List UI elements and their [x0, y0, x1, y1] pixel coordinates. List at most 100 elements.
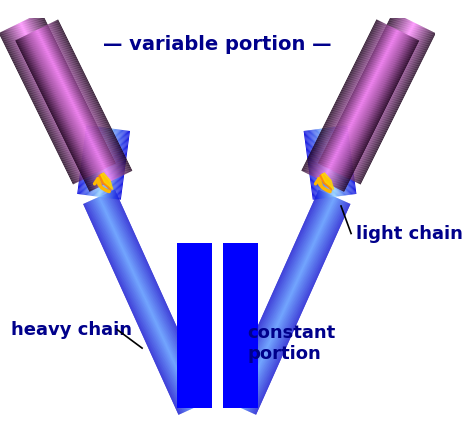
- Polygon shape: [309, 23, 385, 175]
- Polygon shape: [336, 37, 412, 188]
- Polygon shape: [342, 24, 418, 176]
- Polygon shape: [245, 199, 339, 410]
- Polygon shape: [12, 26, 87, 178]
- Polygon shape: [15, 25, 90, 177]
- Polygon shape: [91, 201, 186, 411]
- Polygon shape: [107, 193, 203, 404]
- Polygon shape: [318, 129, 328, 198]
- Polygon shape: [20, 22, 95, 174]
- Polygon shape: [330, 128, 340, 196]
- Polygon shape: [46, 25, 121, 177]
- Polygon shape: [107, 193, 202, 404]
- Polygon shape: [346, 125, 356, 194]
- Polygon shape: [330, 18, 406, 170]
- Polygon shape: [19, 38, 94, 190]
- Polygon shape: [89, 201, 184, 412]
- Polygon shape: [239, 196, 334, 408]
- Polygon shape: [78, 125, 88, 194]
- Polygon shape: [311, 130, 321, 199]
- Polygon shape: [310, 130, 320, 199]
- Polygon shape: [96, 198, 191, 409]
- Polygon shape: [320, 128, 330, 197]
- Polygon shape: [109, 192, 205, 403]
- Polygon shape: [35, 30, 110, 182]
- Polygon shape: [224, 190, 319, 401]
- Polygon shape: [120, 131, 130, 200]
- Polygon shape: [25, 35, 100, 187]
- Polygon shape: [316, 26, 392, 178]
- Polygon shape: [331, 19, 407, 171]
- Polygon shape: [106, 129, 116, 198]
- Polygon shape: [245, 199, 340, 410]
- Polygon shape: [45, 26, 119, 178]
- Polygon shape: [313, 25, 389, 177]
- Polygon shape: [94, 199, 190, 410]
- Polygon shape: [326, 32, 402, 184]
- Polygon shape: [228, 191, 322, 402]
- Polygon shape: [26, 20, 101, 171]
- Polygon shape: [33, 16, 108, 168]
- Polygon shape: [334, 20, 410, 172]
- Polygon shape: [254, 203, 349, 414]
- Polygon shape: [333, 20, 409, 171]
- Polygon shape: [322, 128, 332, 197]
- Polygon shape: [9, 28, 84, 180]
- Polygon shape: [306, 131, 316, 199]
- Polygon shape: [337, 22, 413, 173]
- Polygon shape: [92, 200, 188, 411]
- Polygon shape: [41, 12, 116, 164]
- Polygon shape: [27, 34, 102, 186]
- Polygon shape: [104, 194, 200, 405]
- Polygon shape: [340, 39, 416, 191]
- Polygon shape: [22, 22, 97, 173]
- Polygon shape: [39, 13, 114, 165]
- Polygon shape: [6, 30, 81, 181]
- Polygon shape: [53, 22, 128, 173]
- Polygon shape: [79, 125, 89, 194]
- Polygon shape: [334, 36, 410, 187]
- Polygon shape: [110, 191, 206, 403]
- Polygon shape: [319, 129, 328, 198]
- Polygon shape: [315, 26, 391, 178]
- Polygon shape: [319, 13, 395, 164]
- Polygon shape: [350, 28, 426, 180]
- Polygon shape: [84, 204, 180, 414]
- Polygon shape: [342, 39, 418, 191]
- Polygon shape: [101, 195, 198, 407]
- Polygon shape: [107, 129, 117, 198]
- Polygon shape: [51, 23, 126, 174]
- Polygon shape: [346, 26, 422, 178]
- Polygon shape: [36, 14, 111, 166]
- Polygon shape: [96, 128, 107, 197]
- Polygon shape: [346, 125, 356, 194]
- Polygon shape: [57, 20, 132, 171]
- Polygon shape: [25, 36, 100, 187]
- Polygon shape: [82, 126, 92, 195]
- Polygon shape: [100, 196, 196, 407]
- Polygon shape: [326, 31, 401, 183]
- Polygon shape: [343, 40, 419, 192]
- Polygon shape: [117, 130, 127, 199]
- Polygon shape: [100, 128, 110, 197]
- Polygon shape: [328, 17, 404, 169]
- Polygon shape: [228, 192, 323, 403]
- Polygon shape: [248, 201, 343, 411]
- Polygon shape: [1, 32, 76, 184]
- Polygon shape: [86, 126, 96, 195]
- Polygon shape: [101, 196, 197, 407]
- Polygon shape: [95, 128, 105, 196]
- Polygon shape: [240, 197, 335, 408]
- Polygon shape: [322, 30, 398, 181]
- Polygon shape: [340, 126, 350, 195]
- Polygon shape: [229, 192, 324, 403]
- Polygon shape: [114, 130, 124, 199]
- Polygon shape: [327, 16, 402, 168]
- Polygon shape: [27, 19, 101, 171]
- Polygon shape: [229, 192, 325, 403]
- Polygon shape: [316, 27, 392, 178]
- Polygon shape: [7, 29, 82, 181]
- Polygon shape: [113, 190, 209, 401]
- Polygon shape: [38, 13, 113, 165]
- Polygon shape: [19, 23, 94, 174]
- Polygon shape: [303, 20, 379, 172]
